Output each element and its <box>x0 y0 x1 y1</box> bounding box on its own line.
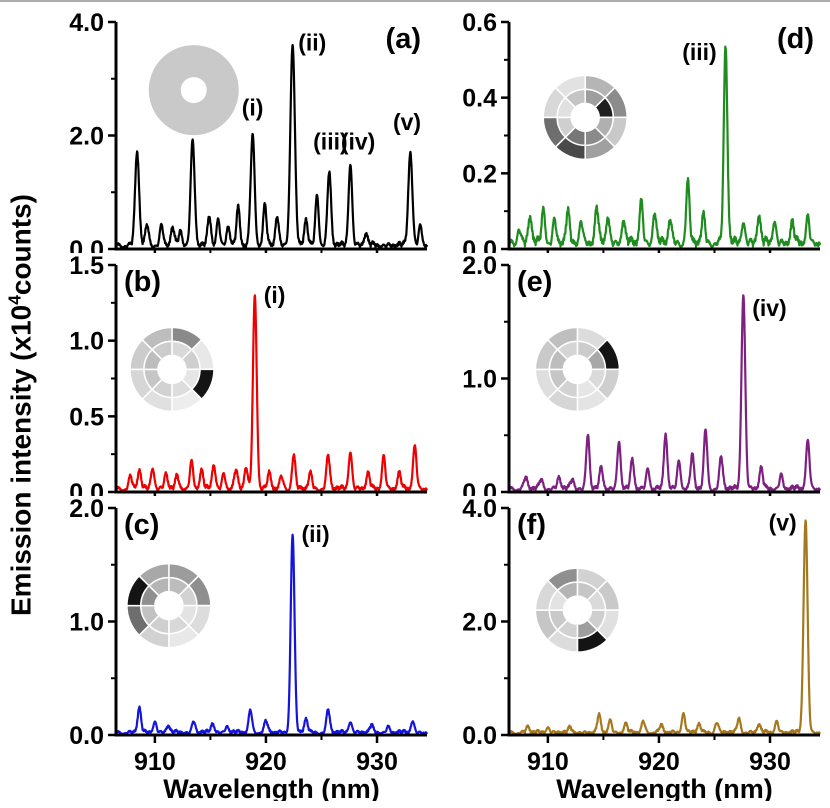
y-tick-label: 0.4 <box>462 85 497 113</box>
spectrum-line-d <box>507 45 822 248</box>
inset-donut-c <box>126 562 212 649</box>
x-tick-label: 910 <box>134 748 176 776</box>
spectrum-line-f <box>507 519 822 736</box>
y-tick-label: 0.0 <box>462 479 497 496</box>
x-tick-label: 930 <box>356 748 398 776</box>
x-tick-label: 910 <box>527 748 569 776</box>
x-tick-label: 920 <box>245 748 287 776</box>
y-tick-label: 0.5 <box>69 403 104 431</box>
donut-segment <box>556 340 579 361</box>
y-axis-label-post: counts) <box>5 194 37 296</box>
inset-donut-d <box>542 74 628 161</box>
panel-letter-a: (a) <box>386 23 421 55</box>
y-tick-label: 2.0 <box>462 609 497 637</box>
y-tick-label: 1.0 <box>69 609 104 637</box>
panel-b: 0.0 0.5 1.0 1.5 (b) (i) <box>69 253 429 496</box>
y-tick-label: 0.0 <box>462 236 497 253</box>
peak-label: (i) <box>242 95 264 121</box>
y-tick-label: 1.0 <box>69 328 104 356</box>
y-tick-label: 0.0 <box>462 722 497 750</box>
y-tick-label: 1.5 <box>69 253 104 280</box>
peak-label: (iii) <box>682 39 717 65</box>
panel-letter-e: (e) <box>517 266 552 298</box>
y-tick-label: 0.0 <box>69 722 104 750</box>
y-tick-label: 0.0 <box>69 236 104 253</box>
panel-e: 0.0 1.0 2.0 (e) (iv) <box>462 253 822 496</box>
y-tick-label: 0.0 <box>69 479 104 496</box>
spectrum-line-a <box>114 43 429 249</box>
donut-segment <box>564 88 586 109</box>
x-axis-label: Wavelength (nm) <box>163 774 380 801</box>
y-tick-label: 2.0 <box>462 253 497 280</box>
y-axis-label: Emission intensity (x104counts) <box>4 194 37 616</box>
panel-letter-c: (c) <box>124 509 159 541</box>
peak-label: (ii) <box>298 29 326 55</box>
inset-donut-a <box>148 45 239 136</box>
donut-segment <box>556 581 579 602</box>
spectrum-line-c <box>114 533 429 736</box>
inset-donut-b <box>129 326 215 413</box>
peak-label: (iii) <box>313 129 348 155</box>
peak-label: (ii) <box>302 521 330 547</box>
peak-label: (i) <box>264 282 286 308</box>
y-tick-label: 2.0 <box>69 496 104 523</box>
spectrum-line-b <box>114 294 429 492</box>
y-tick-label: 4.0 <box>69 10 104 37</box>
inset-donut-e <box>534 326 621 413</box>
x-axis-label: Wavelength (nm) <box>556 774 773 801</box>
x-tick-label: 920 <box>638 748 680 776</box>
peak-label: (v) <box>769 510 797 536</box>
panel-a: 0.0 2.0 4.0 (a) (i) (ii) (iii)(iv) (v) <box>69 10 429 253</box>
y-tick-label: 2.0 <box>69 123 104 151</box>
panel-grid: 0.0 2.0 4.0 (a) (i) (ii) (iii) (iv) (v) 0.0 0.2 0.… <box>44 10 830 801</box>
panel-letter-d: (d) <box>777 23 814 55</box>
y-tick-label: 4.0 <box>462 496 497 523</box>
peak-label: (v) <box>393 109 421 135</box>
y-tick-label: 0.2 <box>462 160 497 188</box>
donut-ring <box>148 45 239 136</box>
y-tick-label: 1.0 <box>462 366 497 394</box>
panel-d: 0.0 0.2 0.4 0.6 (d) (iii) <box>462 10 822 253</box>
y-axis-label-superscript: 4 <box>4 295 25 305</box>
donut-segment <box>151 340 173 361</box>
y-tick-label: 0.6 <box>462 10 497 37</box>
inset-donut-f <box>534 567 621 653</box>
x-tick-label: 930 <box>749 748 791 776</box>
y-axis-label-pre: Emission intensity (x10 <box>5 304 37 616</box>
spectrum-line-e <box>507 294 822 492</box>
peak-label: (iv) <box>752 295 787 321</box>
axis-spines <box>114 22 427 251</box>
donut-segment <box>148 576 170 597</box>
panel-letter-b: (b) <box>124 266 161 298</box>
peak-label: (iv) <box>341 129 376 155</box>
panel-letter-f: (f) <box>517 509 546 541</box>
